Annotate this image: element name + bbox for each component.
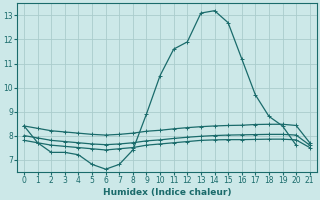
X-axis label: Humidex (Indice chaleur): Humidex (Indice chaleur) bbox=[103, 188, 231, 197]
